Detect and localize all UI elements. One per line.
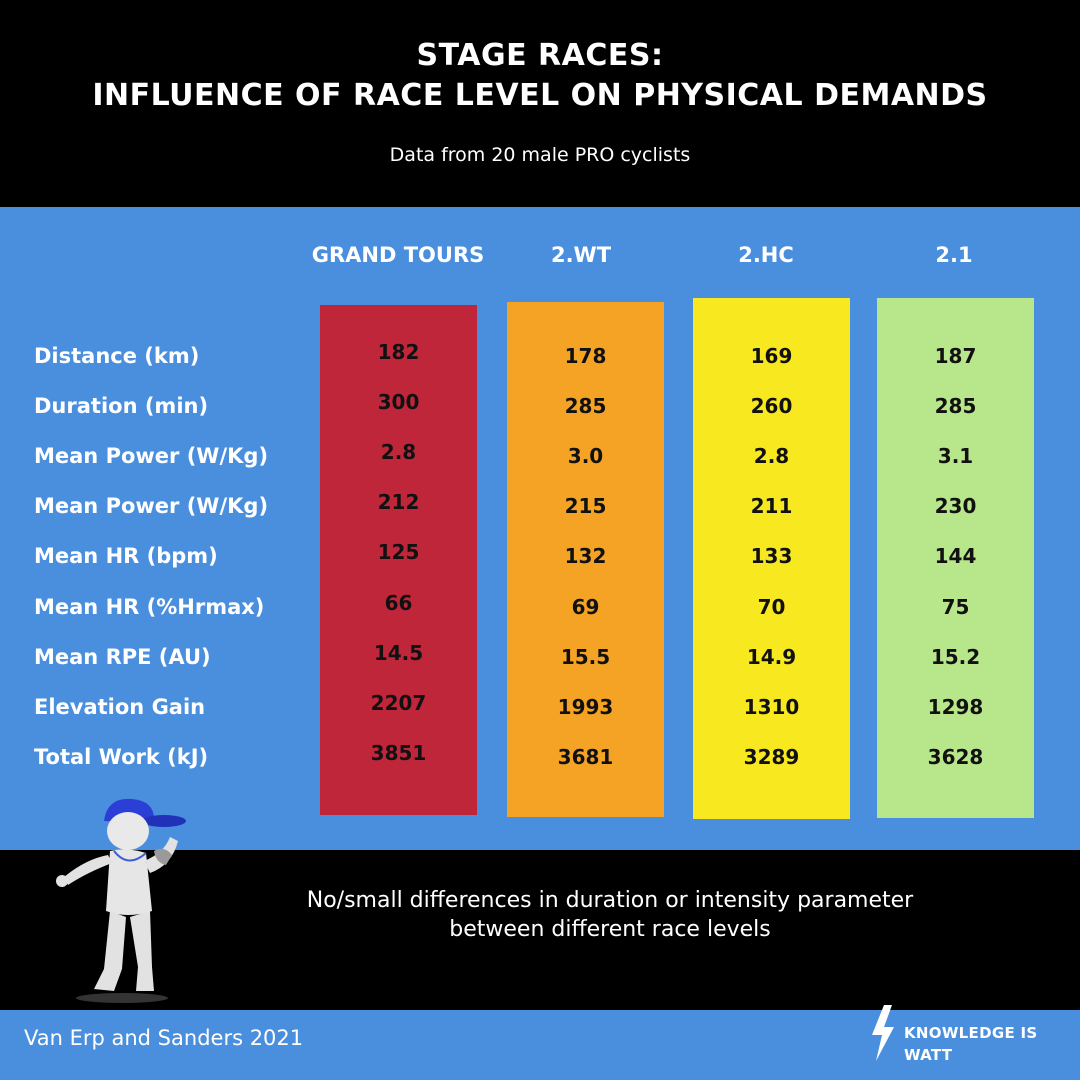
table-cell: 1993 [557,694,614,719]
column-header-1: 2.WT [550,243,612,267]
table-cell: 132 [564,544,607,569]
table-cell: 215 [564,494,607,519]
table-cell: 300 [377,390,420,415]
table-cell: 3289 [743,744,800,769]
note-line-1: No/small differences in duration or inte… [306,888,914,913]
table-cell: 70 [757,594,786,619]
source-citation: Van Erp and Sanders 2021 [24,1026,304,1050]
table-cell: 66 [384,590,413,615]
table-cell: 212 [377,490,420,515]
page-title: STAGE RACES: INFLUENCE OF RACE LEVEL ON … [0,36,1080,116]
row-label: Elevation Gain [34,694,206,719]
column-header-3: 2.1 [935,243,973,267]
footer-band [0,1010,1080,1080]
title-line-1: STAGE RACES: [416,38,664,73]
table-cell: 3628 [927,744,984,769]
table-cell: 1298 [927,694,984,719]
table-cell: 260 [750,394,793,419]
note-line-2: between different race levels [449,917,771,942]
subtitle: Data from 20 male PRO cyclists [389,144,691,166]
lightning-bolt-icon [872,1005,894,1061]
table-cell: 14.5 [373,640,424,665]
table-cell: 1310 [743,694,800,719]
table-cell: 15.5 [560,644,611,669]
table-cell: 211 [750,494,793,519]
note-band [0,850,1080,1010]
title-line-2: INFLUENCE OF RACE LEVEL ON PHYSICAL DEMA… [92,78,988,113]
table-cell: 230 [934,494,977,519]
note-text: No/small differences in duration or inte… [200,886,1020,944]
table-cell: 2.8 [753,444,790,469]
table-cell: 144 [934,544,977,569]
table-cell: 178 [564,344,607,368]
table-cell: 75 [941,594,970,619]
row-label: Distance (km) [34,344,200,368]
row-label: Mean Power (W/Kg) [34,444,269,469]
table-cell: 285 [934,394,977,419]
table-cell: 3.0 [567,444,604,469]
table-cell: 2207 [370,690,427,715]
table-cell: 285 [564,394,607,419]
column-bar-3 [877,298,1034,818]
column-bar-2 [693,298,850,819]
table-cell: 14.9 [746,644,797,669]
table-cell: 125 [377,540,420,565]
column-header-0: GRAND TOURS [311,243,485,267]
row-label: Mean Power (W/Kg) [34,494,269,519]
table-cell: 69 [571,594,600,619]
brand-logo-text: KNOWLEDGE IS WATT [904,1024,1038,1064]
table-cell: 3851 [370,740,427,765]
row-label: Mean HR (bpm) [34,544,218,569]
table-cell: 169 [750,344,793,368]
column-header-2: 2.HC [738,243,794,267]
column-bar-1 [507,302,664,817]
table-cell: 133 [750,544,793,569]
row-label: Duration (min) [34,394,209,419]
table-cell: 15.2 [930,644,981,669]
table-cell: 3.1 [937,444,974,469]
row-label: Mean HR (%Hrmax) [34,594,265,619]
table-cell: 3681 [557,744,614,769]
table-cell: 2.8 [380,440,417,465]
row-label: Total Work (kJ) [34,744,209,769]
column-bar-0 [320,305,477,815]
header-band: STAGE RACES: INFLUENCE OF RACE LEVEL ON … [0,0,1080,207]
table-cell: 182 [377,340,420,364]
row-label: Mean RPE (AU) [34,644,211,669]
table-cell: 187 [934,344,977,368]
referee-figure-icon [56,798,186,1003]
